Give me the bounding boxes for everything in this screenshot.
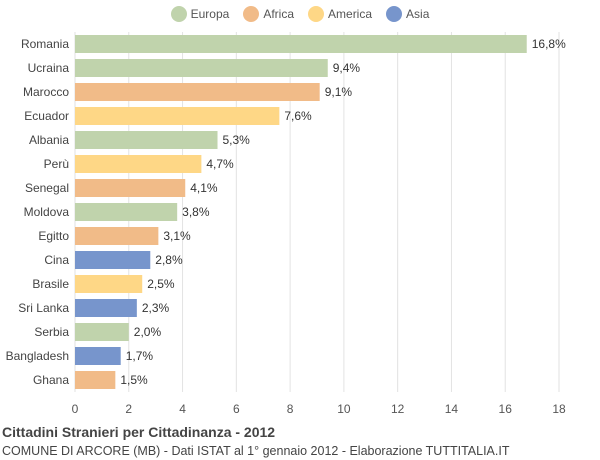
x-tick-label: 18 [552, 402, 566, 416]
category-label: Sri Lanka [18, 301, 69, 315]
category-label: Perù [44, 157, 69, 171]
x-tick-label: 6 [233, 402, 240, 416]
value-label: 16,8% [532, 37, 566, 51]
bar-ghana [75, 371, 116, 389]
value-label: 4,1% [190, 181, 218, 195]
chart-legend: Europa Africa America Asia [0, 6, 600, 22]
bar-romania [75, 35, 527, 53]
bar-sri-lanka [75, 299, 137, 317]
category-label: Brasile [32, 277, 69, 291]
bar-marocco [75, 83, 320, 101]
value-label: 9,4% [333, 61, 361, 75]
bar-perù [75, 155, 202, 173]
legend-item-asia: Asia [386, 6, 429, 22]
x-tick-label: 0 [72, 402, 79, 416]
legend-swatch [170, 6, 187, 22]
category-label: Romania [21, 37, 69, 51]
value-label: 2,8% [155, 253, 183, 267]
value-label: 1,5% [120, 373, 148, 387]
value-label: 3,8% [182, 205, 210, 219]
bar-moldova [75, 203, 178, 221]
bar-albania [75, 131, 218, 149]
value-labels: 16,8% 9,4% 9,1% 7,6% 5,3% 4,7% 4,1% 3,8% 3,1% 2,8… [120, 37, 566, 387]
x-tick-labels: 0 2 4 6 8 10 12 14 16 18 [72, 402, 566, 416]
category-label: Serbia [34, 325, 69, 339]
bar-ucraina [75, 59, 328, 77]
value-label: 9,1% [325, 85, 353, 99]
bar-ecuador [75, 107, 280, 125]
x-tick-label: 16 [499, 402, 513, 416]
category-label: Moldova [24, 205, 70, 219]
legend-item-america: America [308, 6, 372, 22]
category-label: Cina [44, 253, 69, 267]
category-label: Ucraina [28, 61, 70, 75]
category-label: Bangladesh [6, 349, 69, 363]
chart-subtitle: COMUNE DI ARCORE (MB) - Dati ISTAT al 1°… [2, 444, 510, 458]
category-label: Albania [29, 133, 69, 147]
value-label: 2,5% [147, 277, 175, 291]
value-label: 5,3% [223, 133, 251, 147]
bar-brasile [75, 275, 143, 293]
category-label: Marocco [23, 85, 69, 99]
legend-swatch [243, 6, 260, 22]
bar-serbia [75, 323, 129, 341]
legend-label: Europa [190, 7, 230, 21]
value-label: 1,7% [126, 349, 154, 363]
legend-label: Africa [263, 7, 295, 21]
legend-swatch [386, 6, 403, 22]
legend-item-europa: Europa [170, 6, 230, 22]
x-tick-label: 12 [391, 402, 405, 416]
category-label: Egitto [38, 229, 69, 243]
category-label: Ecuador [24, 109, 69, 123]
value-label: 7,6% [284, 109, 312, 123]
value-label: 4,7% [206, 157, 234, 171]
x-tick-label: 14 [445, 402, 459, 416]
bar-chart: Romania Ucraina Marocco Ecuador Albania Perù S… [6, 32, 566, 416]
category-label: Senegal [25, 181, 69, 195]
chart-title: Cittadini Stranieri per Cittadinanza - 2… [2, 424, 276, 440]
x-tick-label: 2 [125, 402, 132, 416]
x-tick-label: 8 [287, 402, 294, 416]
value-label: 2,3% [142, 301, 170, 315]
value-label: 3,1% [163, 229, 191, 243]
bar-cina [75, 251, 151, 269]
x-tick-label: 4 [179, 402, 186, 416]
category-labels: Romania Ucraina Marocco Ecuador Albania Perù S… [6, 37, 70, 387]
legend-label: Asia [406, 7, 430, 21]
legend-label: America [328, 7, 373, 21]
legend-swatch [308, 6, 325, 22]
bar-bangladesh [75, 347, 121, 365]
category-label: Ghana [33, 373, 69, 387]
x-tick-label: 10 [337, 402, 351, 416]
bar-egitto [75, 227, 159, 245]
legend-item-africa: Africa [243, 6, 294, 22]
value-label: 2,0% [134, 325, 162, 339]
bars [75, 35, 527, 389]
bar-senegal [75, 179, 186, 197]
